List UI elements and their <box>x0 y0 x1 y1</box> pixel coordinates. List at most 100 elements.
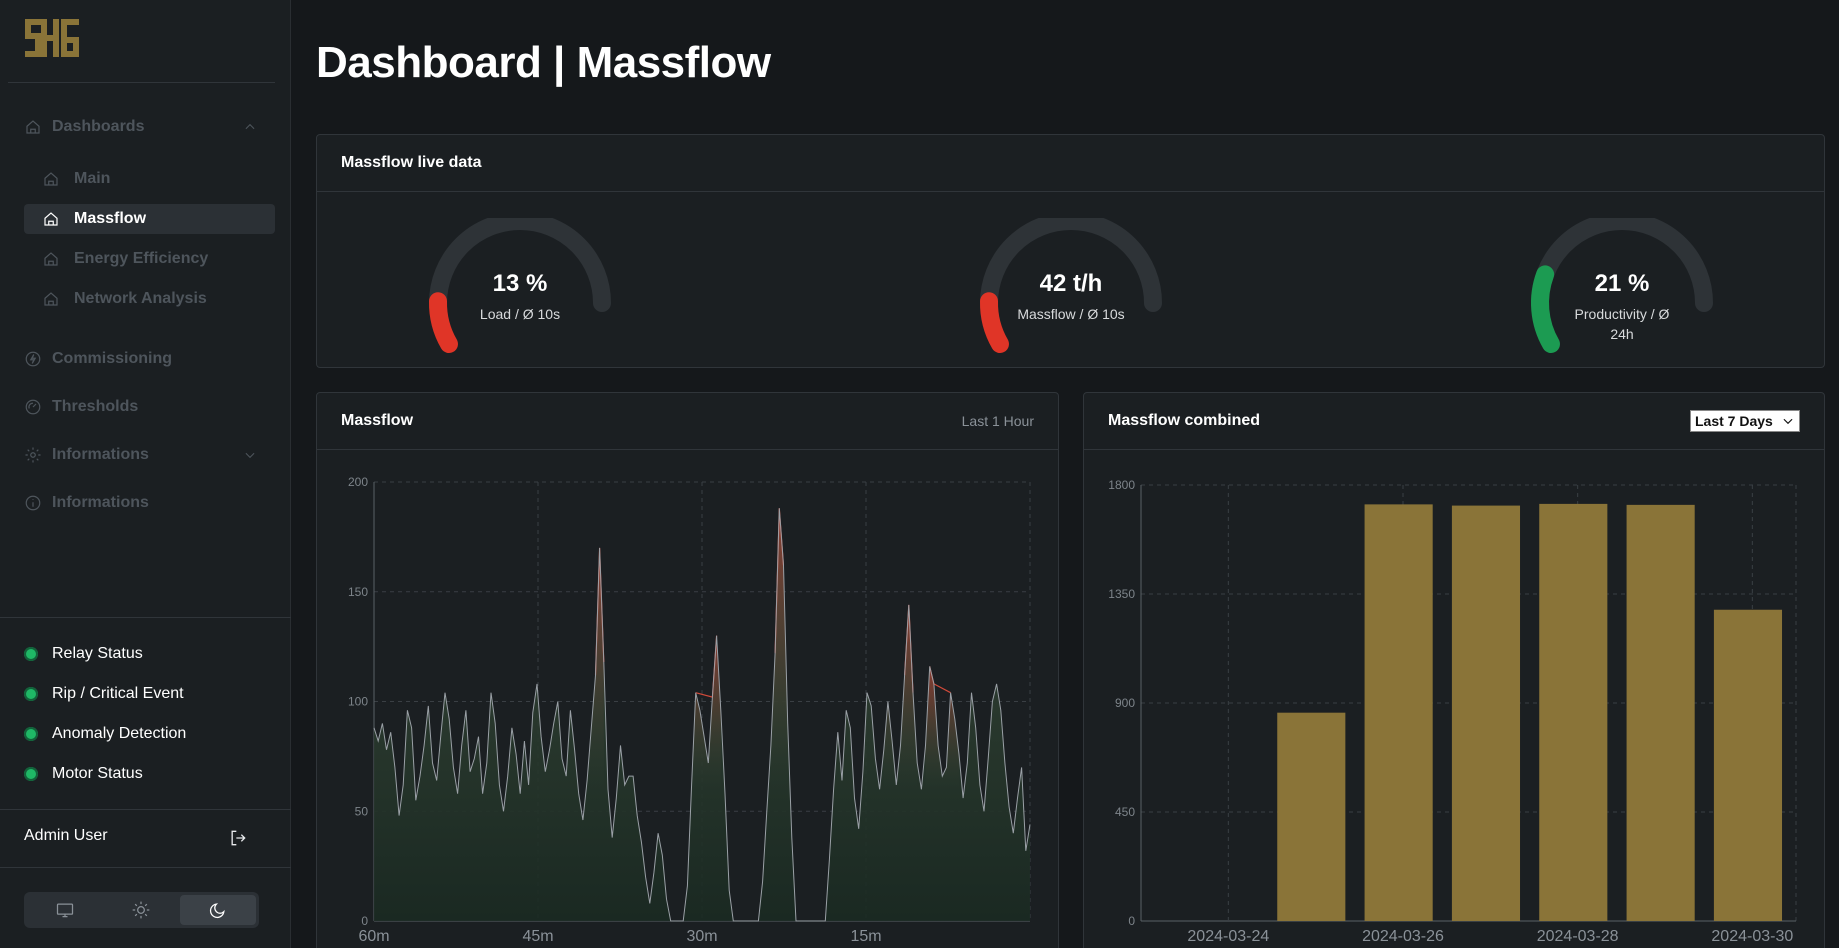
massflow-combined-bar-chart: 0 450 900 1350 1800 2024-03-24 2024-03-26 2024-… <box>1108 478 1797 945</box>
nav-thresholds-label: Thresholds <box>52 398 139 415</box>
status-rip-critical-event: Rip / Critical Event <box>24 682 184 706</box>
status-label: Rip / Critical Event <box>52 685 184 702</box>
sidebar-item-massflow[interactable]: Massflow <box>24 204 275 234</box>
peak-highlight <box>925 666 959 790</box>
card-header: Massflow combined Last 7 Days <box>1084 393 1824 450</box>
bar <box>1277 712 1346 921</box>
gauge-track <box>980 218 1162 312</box>
nav-dashboards-label: Dashboards <box>52 118 145 135</box>
gauge-label: Load / Ø 10s <box>479 306 561 322</box>
nav-informations[interactable]: Informations <box>24 488 275 518</box>
nav-informations-settings[interactable]: Informations <box>24 440 275 470</box>
home-icon <box>42 210 60 228</box>
nav-informations-label: Informations <box>52 446 149 463</box>
gauge-value: 42 t/h <box>1039 270 1103 297</box>
card-header: Massflow live data <box>317 135 1824 192</box>
divider <box>0 617 291 618</box>
nav-dashboards[interactable]: Dashboards <box>24 112 275 142</box>
status-dot-icon <box>24 647 38 661</box>
theme-dark-button[interactable] <box>179 895 256 925</box>
y-tick-label: 1800 <box>1108 478 1135 492</box>
page-title: Dashboard | Massflow <box>316 38 771 87</box>
sidebar-item-label: Massflow <box>74 210 147 227</box>
gauge-fill <box>980 292 1009 353</box>
period-select-value: Last 7 Days <box>1695 413 1773 429</box>
chevron-down-icon[interactable] <box>243 448 257 462</box>
status-dot-icon <box>24 727 38 741</box>
sun-icon <box>133 901 150 919</box>
peak-highlight <box>770 508 788 790</box>
chevron-down-icon <box>1781 414 1795 428</box>
gauge-label: Massflow / Ø 10s <box>1017 306 1125 322</box>
logout-icon[interactable] <box>228 828 248 848</box>
sidebar: Dashboards Main Massflow Energy Efficien… <box>0 0 291 948</box>
status-label: Relay Status <box>52 645 143 662</box>
massflow-gauge: 42 t/h Massflow / Ø 10s <box>971 218 1171 358</box>
company-logo <box>25 19 79 57</box>
theme-switch <box>24 892 259 928</box>
info-icon <box>24 494 42 512</box>
gauge-fill <box>1531 265 1560 353</box>
home-icon <box>42 250 60 268</box>
load-gauge: 13 % Load / Ø 10s <box>420 218 620 358</box>
sidebar-item-label: Network Analysis <box>74 290 207 307</box>
card-header: Massflow Last 1 Hour <box>317 393 1058 450</box>
user-name: Admin User <box>24 827 108 844</box>
divider <box>0 867 291 868</box>
y-tick-label: 200 <box>348 475 368 489</box>
y-tick-label: 1350 <box>1108 587 1135 601</box>
bar <box>1451 505 1521 921</box>
y-tick-label: 50 <box>355 804 369 818</box>
nav-thresholds[interactable]: Thresholds <box>24 392 275 422</box>
x-tick-label: 2024-03-26 <box>1362 928 1444 945</box>
bar <box>1539 503 1608 921</box>
card-title: Massflow combined <box>1108 412 1261 429</box>
status-label: Anomaly Detection <box>52 725 187 742</box>
sidebar-item-main[interactable]: Main <box>24 164 275 194</box>
gear-icon <box>24 446 42 464</box>
bar <box>1364 504 1433 921</box>
status-label: Motor Status <box>52 765 143 782</box>
bolt-icon <box>24 350 42 368</box>
home-icon <box>24 118 42 136</box>
card-title: Massflow live data <box>341 154 482 171</box>
sidebar-item-energy-efficiency[interactable]: Energy Efficiency <box>24 244 275 274</box>
theme-light-button[interactable] <box>103 895 179 925</box>
monitor-icon <box>57 903 74 918</box>
gauge-icon <box>24 398 42 416</box>
gauge-value: 21 % <box>1594 270 1650 297</box>
sidebar-item-network-analysis[interactable]: Network Analysis <box>24 284 275 314</box>
divider <box>0 809 291 810</box>
live-data-card: Massflow live data <box>316 134 1825 368</box>
home-icon <box>42 290 60 308</box>
gauge-track <box>429 218 611 312</box>
nav-commissioning[interactable]: Commissioning <box>24 344 275 374</box>
y-tick-label: 900 <box>1115 696 1135 710</box>
gauge-fill <box>429 292 458 353</box>
sidebar-item-label: Energy Efficiency <box>74 250 209 267</box>
x-tick-label: 15m <box>850 928 881 945</box>
time-range-label: Last 1 Hour <box>961 413 1034 429</box>
period-select[interactable]: Last 7 Days <box>1690 410 1800 432</box>
x-tick-label: 45m <box>522 928 553 945</box>
y-tick-label: 100 <box>348 695 368 709</box>
productivity-gauge: 21 % Productivity / Ø 24h <box>1522 218 1722 358</box>
x-tick-label: 2024-03-24 <box>1187 928 1269 945</box>
gauge-svg-0 <box>429 218 611 353</box>
home-icon <box>42 170 60 188</box>
chevron-up-icon[interactable] <box>243 120 257 134</box>
peak-highlight <box>691 635 721 790</box>
area-fill <box>374 508 1030 921</box>
divider <box>8 82 275 83</box>
y-tick-label: 0 <box>361 914 368 928</box>
nav-informations-label: Informations <box>52 494 149 511</box>
sidebar-item-label: Main <box>74 170 111 187</box>
gauge-value: 13 % <box>492 270 548 297</box>
series-line <box>373 508 1031 922</box>
gauge-label: Productivity / Ø 24h <box>1574 306 1670 342</box>
x-tick-label: 60m <box>358 928 389 945</box>
gauge-svg-2 <box>1531 218 1713 353</box>
y-tick-label: 450 <box>1115 805 1135 819</box>
bar <box>1626 504 1695 921</box>
theme-system-button[interactable] <box>27 895 103 925</box>
